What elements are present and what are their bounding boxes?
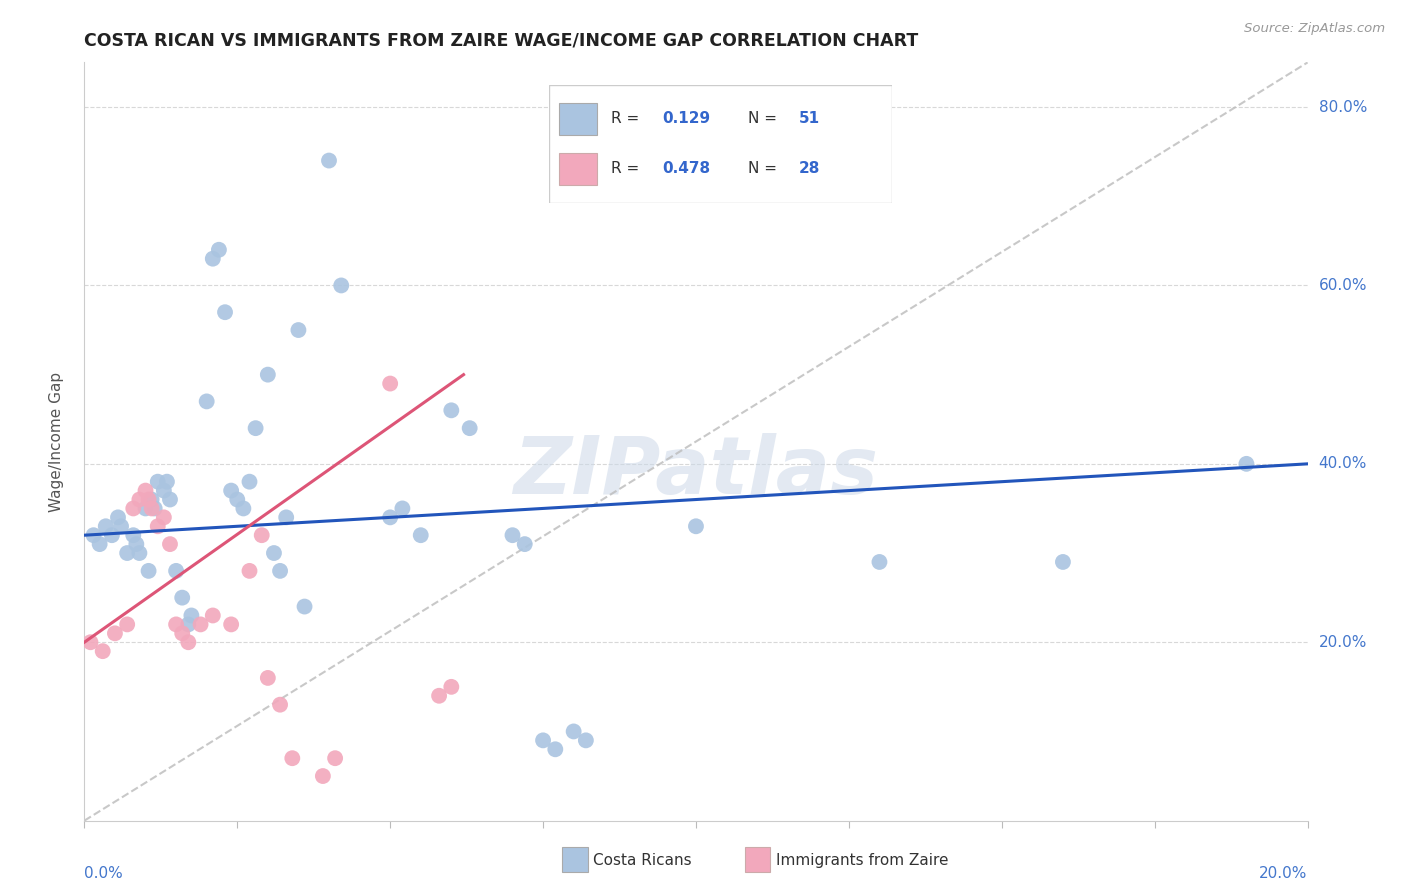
Point [219,483,242,498]
Text: 80.0%: 80.0% [1319,100,1367,114]
Point [153,483,176,498]
Point [146,519,169,533]
Point [110,519,132,533]
Point [502,528,524,542]
Point [269,698,291,712]
Point [1236,457,1258,471]
Point [190,617,212,632]
Point [250,528,273,542]
Point [165,617,187,632]
Point [226,492,249,507]
Point [263,546,285,560]
Point [391,501,413,516]
Point [869,555,891,569]
Point [440,403,463,417]
Text: 40.0%: 40.0% [1319,457,1367,471]
Y-axis label: Wage/Income Gap: Wage/Income Gap [49,371,63,512]
Point [79,635,101,649]
Point [208,243,231,257]
Point [214,305,236,319]
Point [409,528,432,542]
Point [427,689,450,703]
Point [172,626,194,640]
Point [159,537,181,551]
Point [269,564,291,578]
Point [141,492,163,507]
Point [195,394,218,409]
Point [232,501,254,516]
Point [257,671,280,685]
Point [276,510,298,524]
Point [513,537,536,551]
Point [245,421,267,435]
Point [156,475,179,489]
Point [89,537,111,551]
Text: Immigrants from Zaire: Immigrants from Zaire [776,854,949,868]
Point [294,599,316,614]
Text: 20.0%: 20.0% [1319,635,1367,649]
Point [83,528,105,542]
Point [575,733,598,747]
Point [458,421,481,435]
Point [104,626,127,640]
Point [323,751,346,765]
Point [135,483,157,498]
Point [128,492,150,507]
Point [146,475,169,489]
Text: ZIPatlas: ZIPatlas [513,433,879,511]
Point [380,376,402,391]
Point [138,564,160,578]
Text: 20.0%: 20.0% [1260,866,1308,881]
Point [115,617,138,632]
Point [143,501,166,516]
Point [101,528,124,542]
Point [380,510,402,524]
Point [201,608,224,623]
Point [153,510,176,524]
Point [172,591,194,605]
Point [122,501,145,516]
Point [165,564,187,578]
Point [201,252,224,266]
Point [135,501,157,516]
Point [238,564,260,578]
Point [287,323,309,337]
Point [180,608,202,623]
Point [1052,555,1074,569]
Point [177,635,200,649]
Text: COSTA RICAN VS IMMIGRANTS FROM ZAIRE WAGE/INCOME GAP CORRELATION CHART: COSTA RICAN VS IMMIGRANTS FROM ZAIRE WAG… [84,32,918,50]
Point [219,617,242,632]
Point [122,528,145,542]
Text: Source: ZipAtlas.com: Source: ZipAtlas.com [1244,22,1385,36]
Text: 60.0%: 60.0% [1319,278,1367,293]
Point [128,546,150,560]
Point [257,368,280,382]
Point [159,492,181,507]
Point [281,751,304,765]
Point [330,278,353,293]
Point [544,742,567,756]
Point [138,492,160,507]
Point [685,519,707,533]
Point [177,617,200,632]
Point [312,769,335,783]
Point [94,519,117,533]
Point [141,501,163,516]
Point [91,644,114,658]
Point [107,510,129,524]
Point [238,475,260,489]
Point [318,153,340,168]
Point [531,733,554,747]
Point [440,680,463,694]
Point [115,546,138,560]
Text: 0.0%: 0.0% [84,866,124,881]
Point [562,724,585,739]
Point [125,537,148,551]
Text: Costa Ricans: Costa Ricans [593,854,692,868]
